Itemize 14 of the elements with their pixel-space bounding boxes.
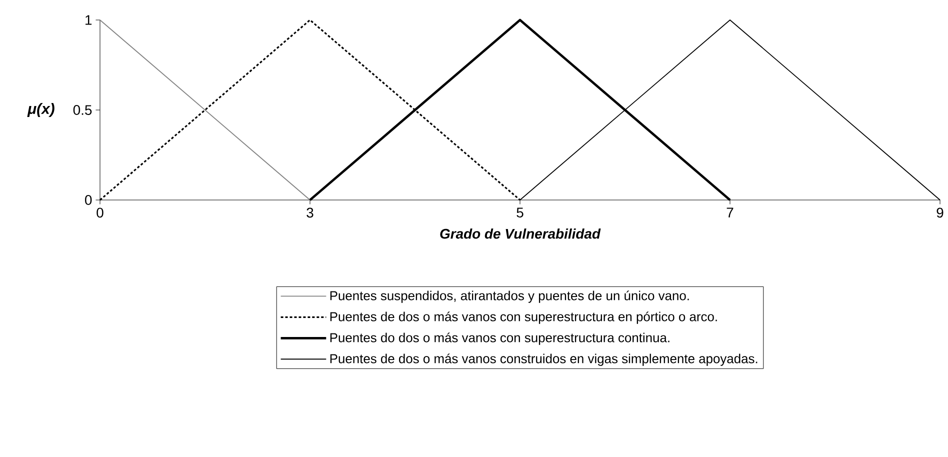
legend-label: Puentes de dos o más vanos con superestructura en pórtico o arco. xyxy=(330,312,717,324)
legend-label: Puentes de dos o más vanos construidos en vigas simplemente apoyadas. xyxy=(330,354,758,366)
x-tick-label: 3 xyxy=(306,208,314,218)
legend-label: Puentes do dos o más vanos con superestructura continua. xyxy=(330,332,670,345)
y-tick-label: 0.5 xyxy=(73,105,92,115)
x-tick-label: 9 xyxy=(936,208,944,218)
legend-label: Puentes suspendidos, atirantados y puentes de un único vano. xyxy=(330,290,689,303)
y-tick-label: 1 xyxy=(86,15,92,25)
y-axis-title: μ(x) xyxy=(27,103,54,117)
x-tick-label: 7 xyxy=(726,208,734,218)
x-tick-label: 5 xyxy=(516,208,524,218)
y-tick-label: 0 xyxy=(85,195,92,205)
x-axis-title: Grado de Vulnerabilidad xyxy=(440,228,601,239)
x-tick-label: 0 xyxy=(96,208,104,218)
